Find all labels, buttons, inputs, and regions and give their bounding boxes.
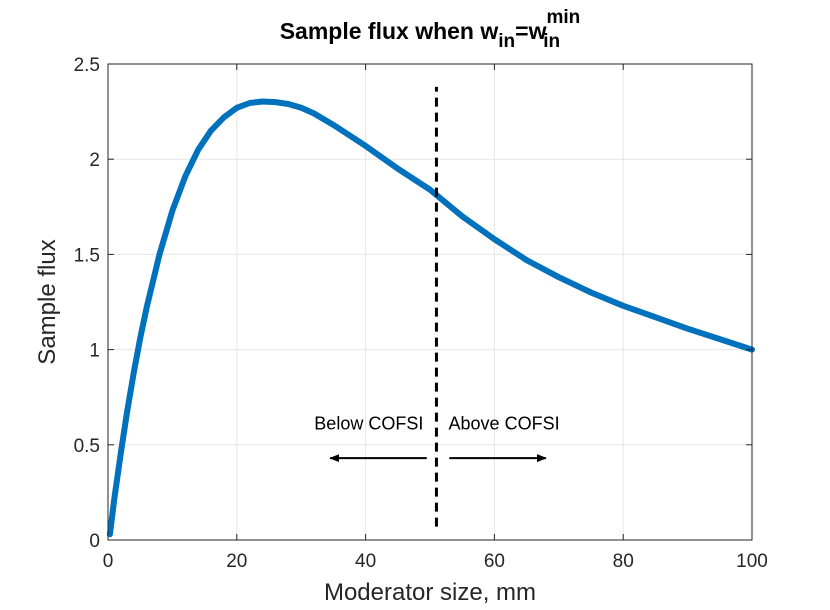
above-cofsi-label: Above COFSI bbox=[449, 414, 560, 434]
chart-title-subscript-1: in bbox=[498, 31, 515, 52]
y-tick-label: 2.5 bbox=[74, 55, 100, 76]
x-tick-label: 100 bbox=[736, 551, 768, 572]
y-tick-label: 1 bbox=[89, 341, 100, 362]
annotation-layer: Below COFSI Above COFSI bbox=[314, 414, 560, 463]
plot-frame bbox=[107, 63, 753, 541]
tick-marks bbox=[107, 63, 753, 541]
series-line-sample-flux bbox=[106, 98, 755, 538]
y-tick-label: 0.5 bbox=[74, 436, 100, 457]
y-tick-labels: 0 0.5 1 1.5 2 2.5 bbox=[74, 55, 100, 552]
x-axis-label: Moderator size, mm bbox=[324, 579, 536, 606]
x-tick-label: 80 bbox=[613, 551, 634, 572]
plot-area-background bbox=[108, 64, 752, 540]
x-tick-labels: 0 20 40 60 80 100 bbox=[103, 551, 768, 572]
y-tick-label: 0 bbox=[89, 531, 100, 552]
x-tick-label: 60 bbox=[484, 551, 505, 572]
y-axis-label: Sample flux bbox=[34, 239, 61, 364]
chart-title-superscript: min bbox=[546, 7, 580, 28]
x-tick-label: 20 bbox=[226, 551, 247, 572]
chart-title-subscript-2: in bbox=[543, 31, 560, 52]
chart-title: Sample flux when win=wmin in bbox=[280, 7, 581, 52]
below-cofsi-label: Below COFSI bbox=[314, 414, 423, 434]
chart-title-prefix: Sample flux when w bbox=[280, 18, 499, 44]
x-tick-label: 40 bbox=[355, 551, 376, 572]
y-tick-label: 1.5 bbox=[74, 245, 100, 266]
series-layer bbox=[106, 98, 755, 538]
x-tick-label: 0 bbox=[103, 551, 114, 572]
chart-title-equals: =w bbox=[515, 18, 546, 44]
y-tick-label: 2 bbox=[89, 150, 100, 171]
